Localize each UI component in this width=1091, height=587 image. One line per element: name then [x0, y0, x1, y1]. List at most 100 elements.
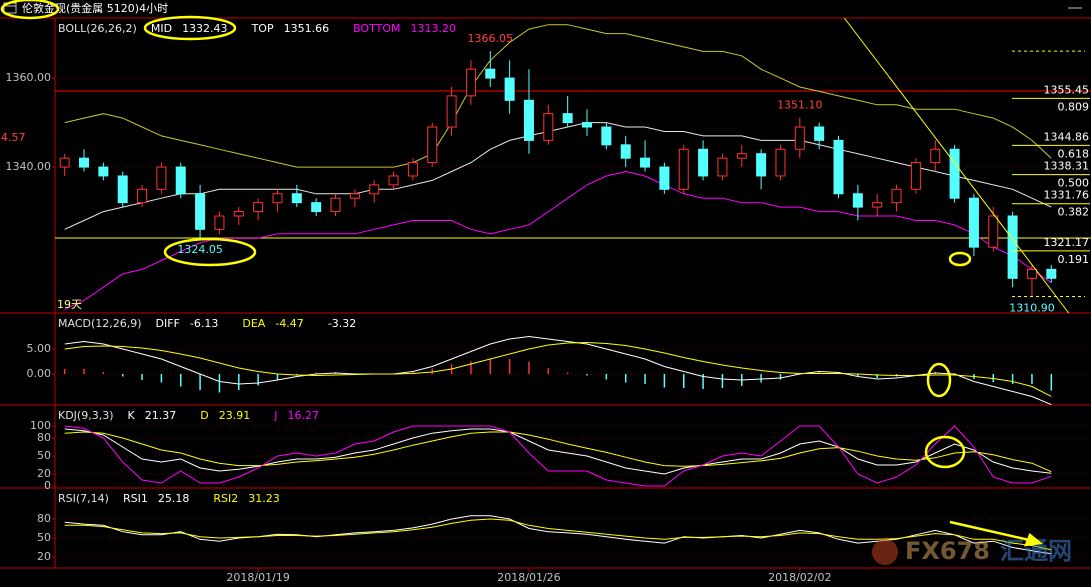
header-label: RSI2	[213, 492, 238, 505]
candle-body	[891, 188, 902, 204]
candle-body	[369, 184, 380, 195]
candle-body	[930, 148, 941, 164]
candle-body	[659, 166, 670, 190]
candle-body	[272, 193, 283, 204]
series-line	[64, 24, 1052, 168]
highlight-ellipse	[0, 0, 60, 20]
header-value: 25.18	[158, 492, 190, 505]
series-line	[64, 518, 1052, 551]
y-tick-label: 50	[37, 531, 51, 544]
candle-body	[233, 211, 244, 217]
header-label: J	[273, 409, 277, 422]
y-tick-label: 0.00	[27, 367, 52, 380]
candle-body	[582, 122, 593, 128]
candle-body	[736, 153, 747, 159]
candle-body	[794, 126, 805, 150]
watermark: FX678 汇通网	[872, 537, 1072, 565]
header-label: BOTTOM	[353, 22, 400, 35]
candle-body	[427, 126, 438, 164]
series-line	[64, 341, 1052, 397]
header-value: 1351.66	[284, 22, 330, 35]
header-value: 21.37	[145, 409, 177, 422]
fib-ratio: 0.809	[1058, 100, 1090, 113]
candle-body	[485, 68, 496, 79]
candle-body	[311, 202, 322, 213]
candle-body	[1007, 215, 1018, 279]
candle-body	[117, 175, 128, 204]
header-value: -6.13	[190, 317, 218, 330]
price-annotation: 1366.05	[468, 32, 514, 45]
y-tick-label: 100	[30, 419, 51, 432]
panel-header: RSI(7,14)	[58, 492, 109, 505]
x-tick-label: 2018/01/19	[226, 571, 289, 584]
panel-header: KDJ(9,3,3)	[58, 409, 114, 422]
candle-body	[1046, 268, 1057, 279]
fib-ratio: 0.618	[1058, 147, 1090, 160]
period-label: 19天	[57, 298, 82, 311]
watermark-text: FX678	[905, 537, 990, 565]
candle-body	[175, 166, 186, 195]
candle-body	[214, 215, 225, 230]
highlight-ellipse	[163, 237, 257, 267]
header-label: DEA	[242, 317, 265, 330]
candle-body	[504, 77, 515, 101]
fib-ratio: 0.191	[1058, 253, 1090, 266]
candle-body	[833, 139, 844, 195]
candle-body	[291, 193, 302, 204]
highlight-ellipse	[924, 435, 966, 469]
highlight-ellipse	[948, 251, 972, 267]
header-value: 1332.43	[182, 22, 228, 35]
panel-header: BOLL(26,26,2)	[58, 22, 137, 35]
fib-price: 1344.86	[1044, 130, 1090, 143]
header-value: -4.47	[275, 317, 303, 330]
price-annotation: 1324.05	[177, 243, 223, 256]
fib-price: 1355.45	[1044, 83, 1090, 96]
header-value: 31.23	[248, 492, 280, 505]
y-tick-label: 1360.00	[6, 71, 52, 84]
candle-body	[814, 126, 825, 141]
candle-body	[59, 157, 70, 168]
y-tick-label: 1340.00	[6, 160, 52, 173]
y-tick-label: 80	[37, 512, 51, 525]
fib-price: 1321.17	[1044, 236, 1090, 249]
header-label: MID	[151, 22, 172, 35]
y-tick-label: 5.00	[27, 342, 52, 355]
trend-line	[843, 17, 1070, 314]
series-line	[64, 335, 1052, 406]
candle-body	[446, 95, 457, 128]
candle-body	[968, 197, 979, 248]
x-tick-label: 2018/02/02	[768, 571, 831, 584]
candle-body	[698, 148, 709, 177]
candle-body	[949, 148, 960, 199]
series-line	[64, 428, 1052, 475]
candle-body	[523, 99, 534, 141]
candle-body	[988, 215, 999, 248]
candle-body	[640, 157, 651, 168]
candle-body	[620, 144, 631, 159]
candle-body	[678, 148, 689, 190]
fib-price: 1338.31	[1044, 160, 1090, 173]
candle-body	[465, 68, 476, 97]
candle-body	[562, 113, 573, 124]
x-tick-label: 2018/01/26	[497, 571, 560, 584]
header-value: -3.32	[328, 317, 356, 330]
header-label: D	[200, 409, 208, 422]
candle-body	[601, 126, 612, 146]
candle-body	[79, 157, 90, 168]
y-tick-label: 20	[37, 550, 51, 563]
highlight-ellipse	[926, 362, 952, 398]
header-label: TOP	[251, 22, 274, 35]
fib-price: 1331.76	[1044, 189, 1090, 202]
fib-ratio: 0.500	[1058, 177, 1090, 190]
watermark-logo	[872, 539, 898, 565]
candle-body	[407, 162, 418, 177]
header-value: 16.27	[287, 409, 319, 422]
highlight-ellipse	[143, 15, 237, 41]
edge-label: 4.57	[1, 131, 26, 144]
candle-body	[775, 148, 786, 177]
candle-body	[330, 197, 341, 213]
highlight-arrowhead	[1024, 532, 1044, 547]
y-tick-label: 20	[37, 467, 51, 480]
